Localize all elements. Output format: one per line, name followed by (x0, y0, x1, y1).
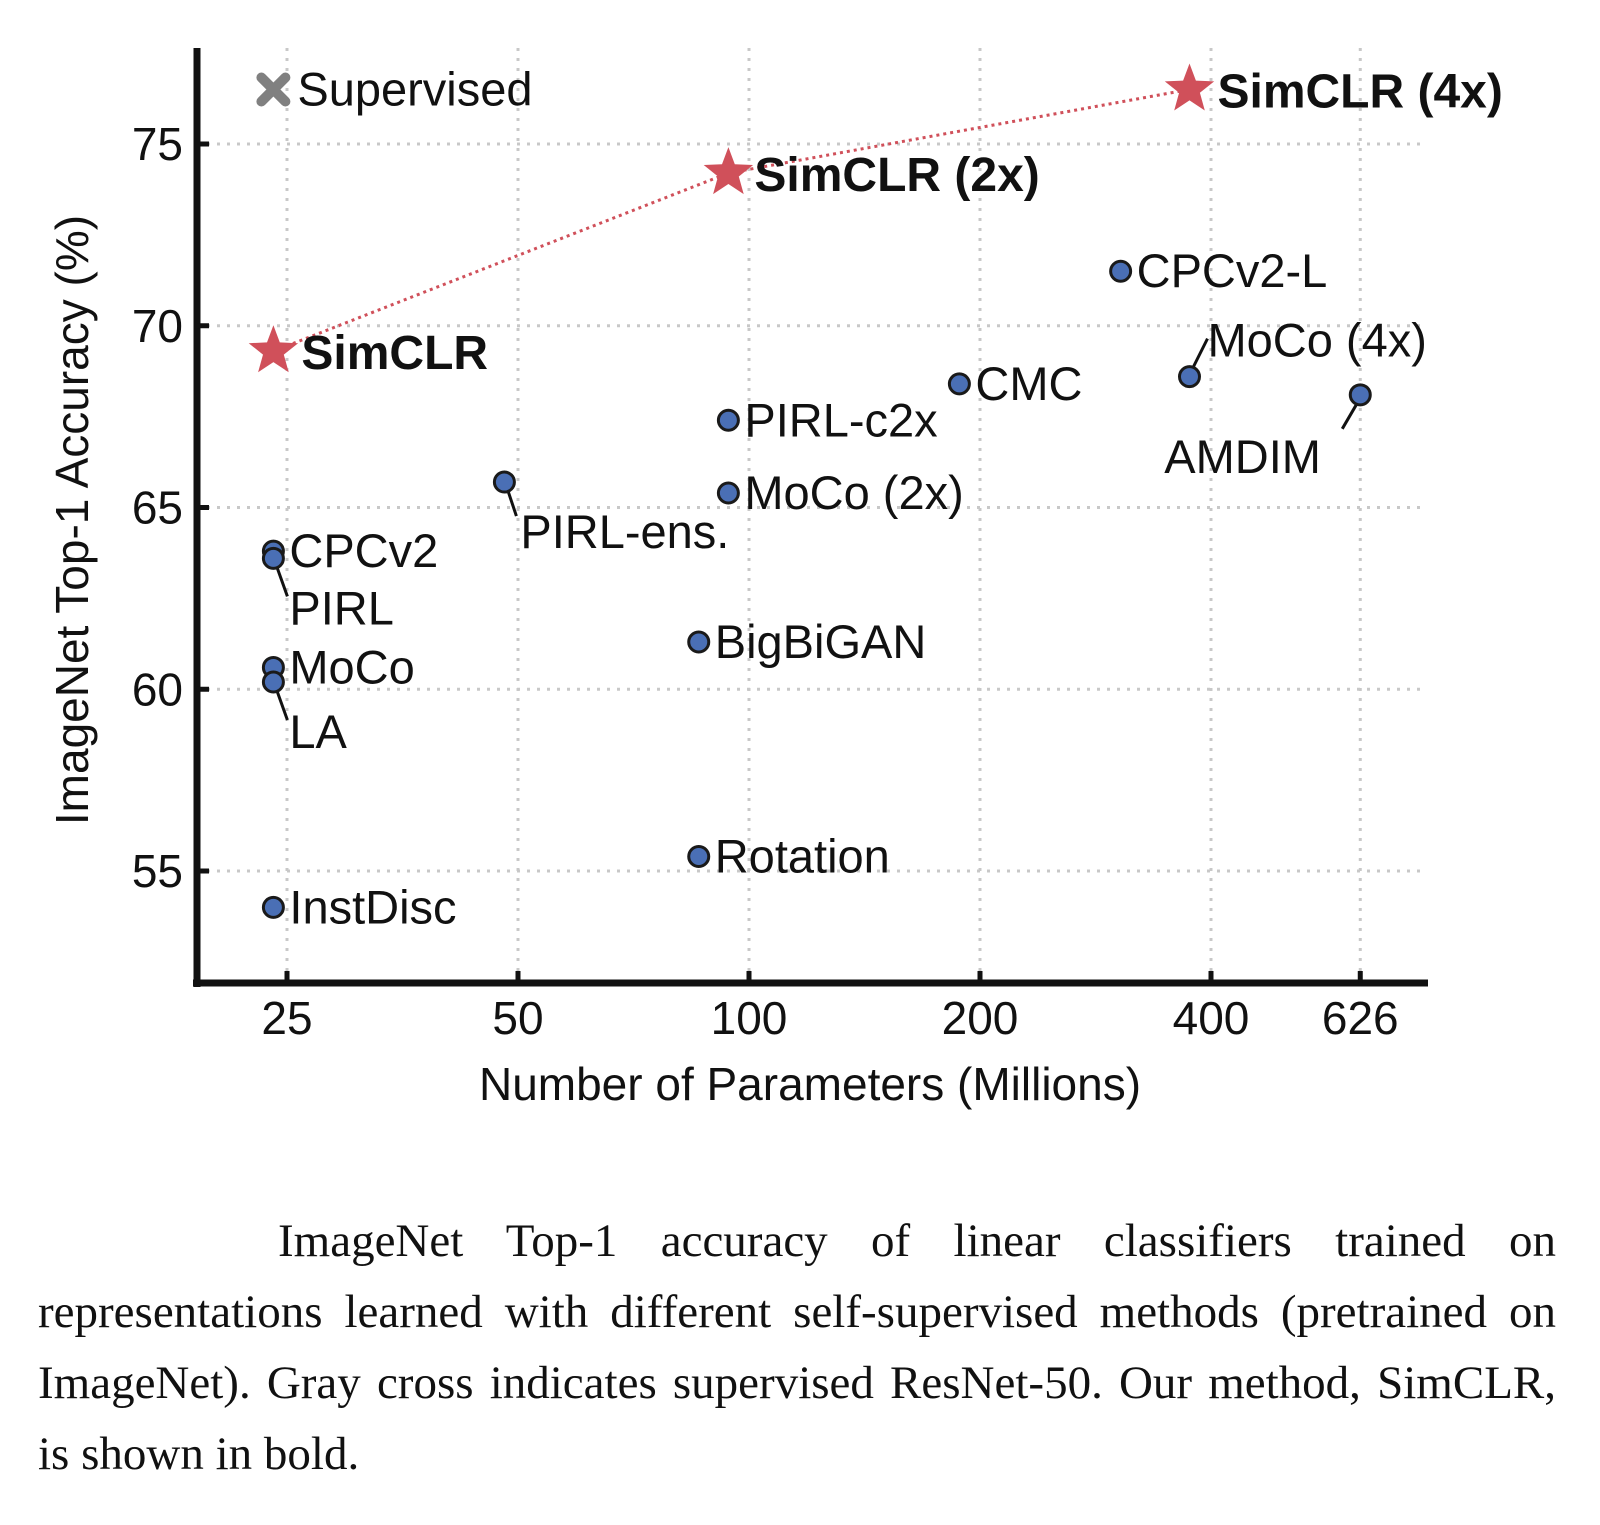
x-tick-label: 50 (492, 992, 543, 1044)
point-label: PIRL-ens. (520, 505, 729, 558)
point-label: MoCo (2x) (744, 466, 963, 519)
data-point-la: LA (261, 670, 348, 758)
data-point-cpcv2: CPCv2 (261, 524, 438, 577)
circle-marker (1109, 259, 1133, 283)
data-point-bigbigan: BigBiGAN (687, 615, 927, 668)
point-label: SimCLR (4x) (1217, 65, 1502, 118)
point-label: CPCv2-L (1137, 244, 1328, 297)
data-point-cmc: CMC (947, 357, 1082, 410)
point-label: PIRL-c2x (744, 393, 937, 446)
leader-line (1340, 404, 1358, 430)
point-label: LA (289, 705, 347, 758)
data-point-pirl-c2x: PIRL-c2x (716, 393, 938, 446)
simclr-connector-line (272, 87, 1190, 353)
x-tick-label: 626 (1322, 992, 1399, 1044)
star-marker (1164, 63, 1215, 111)
data-point-pirl-ens: PIRL-ens. (492, 470, 729, 558)
point-label: SimCLR (2x) (754, 149, 1039, 202)
x-axis-label: Number of Parameters (Millions) (479, 1058, 1141, 1110)
figure-caption: ImageNet Top-1 accuracy of linear classi… (38, 1215, 1556, 1480)
point-label: InstDisc (289, 880, 456, 933)
cross-marker (256, 72, 291, 107)
data-point-amdim: AMDIM (1164, 383, 1372, 483)
x-tick-label: 25 (261, 992, 312, 1044)
point-label: MoCo (4x) (1207, 314, 1426, 367)
circle-marker (492, 470, 516, 494)
data-point-simclr: SimCLR (248, 325, 488, 380)
data-point-moco-2x: MoCo (2x) (716, 466, 964, 519)
circle-marker (687, 844, 711, 868)
data-point-simclr-4x: SimCLR (4x) (1164, 63, 1503, 118)
circle-marker (687, 630, 711, 654)
circle-marker (261, 895, 285, 919)
point-label: CPCv2 (289, 524, 438, 577)
circle-marker (1348, 383, 1372, 407)
y-tick-label: 65 (132, 482, 183, 534)
data-point-rotation: Rotation (687, 829, 890, 882)
circle-marker (261, 670, 285, 694)
leader-line (1192, 337, 1209, 368)
point-label: PIRL (289, 581, 394, 634)
data-point-simclr-2x: SimCLR (2x) (703, 147, 1040, 202)
point-label: AMDIM (1164, 430, 1321, 483)
data-point-supervised: Supervised (256, 62, 533, 115)
x-tick-label: 200 (942, 992, 1019, 1044)
y-tick-label: 60 (132, 663, 183, 715)
point-label: Rotation (715, 829, 890, 882)
point-label: CMC (975, 357, 1082, 410)
circle-marker (1177, 365, 1201, 389)
star-marker (703, 147, 754, 195)
leader-line (275, 691, 289, 721)
y-tick-label: 70 (132, 300, 183, 352)
data-point-pirl: PIRL (261, 546, 394, 634)
x-tick-label: 400 (1173, 992, 1250, 1044)
data-point-instdisc: InstDisc (261, 880, 457, 933)
scatter-chart: 55 60 65 70 75 25 50 100 200 400 626 Number of Para… (46, 48, 1503, 1110)
circle-marker (947, 372, 971, 396)
circle-marker (716, 408, 740, 432)
y-tick-label: 55 (132, 845, 183, 897)
star-marker (248, 325, 299, 373)
y-tick-label: 75 (132, 118, 183, 170)
data-point-moco-4x: MoCo (4x) (1177, 314, 1427, 389)
leader-line (506, 491, 518, 517)
data-point-cpcv2-l: CPCv2-L (1109, 244, 1328, 297)
leader-line (275, 567, 289, 597)
y-axis-label: ImageNet Top-1 Accuracy (%) (46, 215, 98, 825)
circle-marker (716, 481, 740, 505)
circle-marker (261, 546, 285, 570)
point-label: Supervised (297, 62, 532, 115)
point-label: MoCo (289, 640, 414, 693)
point-label: SimCLR (301, 327, 488, 380)
x-tick-label: 100 (711, 992, 788, 1044)
point-label: BigBiGAN (715, 615, 927, 668)
